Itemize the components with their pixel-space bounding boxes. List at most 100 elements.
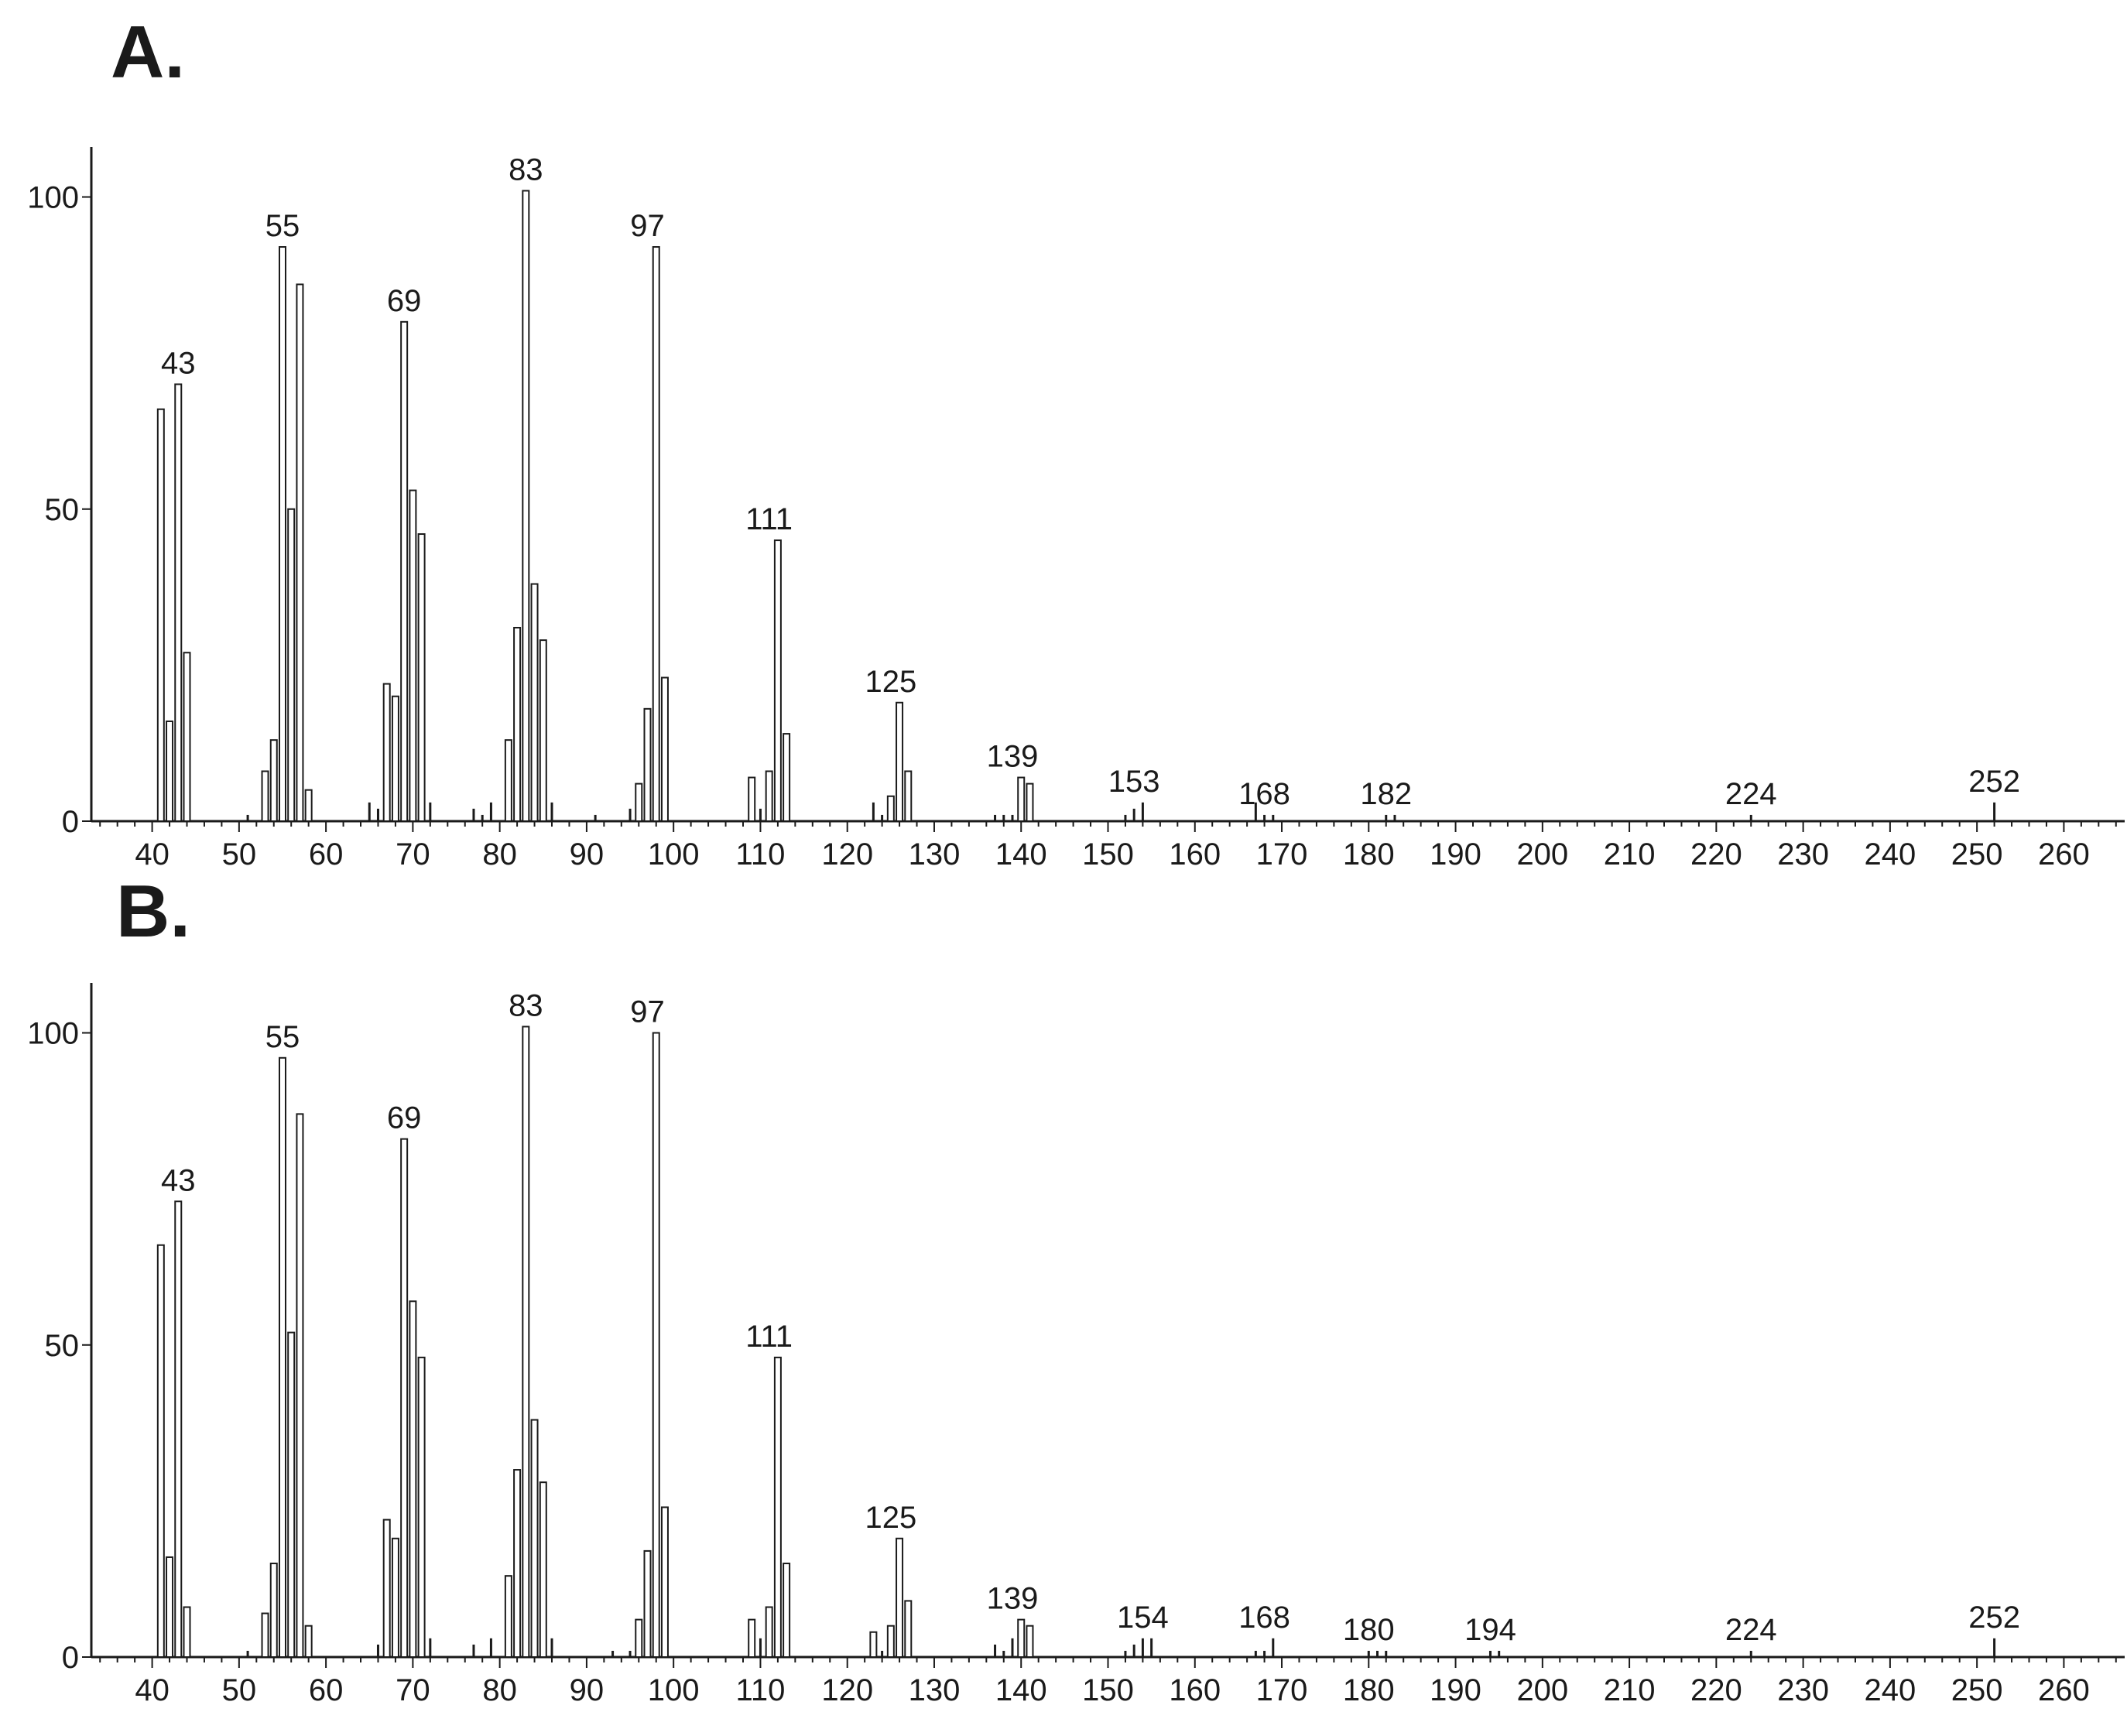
spectrum-bar [156,408,165,822]
peak-label: 69 [387,284,422,318]
spectrum-bar [748,1618,756,1658]
x-tick-label: 250 [1951,837,2003,871]
spectrum-bar [886,795,895,822]
spectrum-bar [904,1600,913,1659]
spectrum-bar [417,1356,426,1659]
spectrum-bar [773,1356,782,1659]
spectrum-bar [304,1625,313,1659]
peak-label: 97 [630,209,665,243]
spectrum-bar [886,1625,895,1659]
spectrum-bar [643,707,652,822]
x-tick-label: 90 [570,837,605,871]
spectrum-bar [522,1026,530,1659]
peak-label: 69 [387,1101,422,1135]
spectrum-panel-a: A. 40 50 60 70 80 90 100 110 120 130 140 150 160 170 1… [27,11,2125,871]
y-tick-label: 100 [27,181,79,215]
spectrum-bar [278,246,286,822]
spectrum-bar [530,1419,539,1658]
peak-label: 139 [987,1582,1039,1616]
x-tick-label: 110 [736,1673,786,1707]
x-tick-label: 80 [482,837,517,871]
x-tick-label: 70 [396,837,430,871]
x-tick-label: 90 [570,1673,605,1707]
spectrum-bar [783,1563,791,1659]
peak-label: 224 [1725,777,1777,811]
x-tick-label: 220 [1690,1673,1742,1707]
peak-label: 83 [509,988,543,1022]
spectrum-bar [409,489,417,822]
spectrum-bar [504,1575,512,1658]
spectrum-bar [296,1113,304,1658]
spectrum-bar [748,776,756,823]
spectrum-bar [269,739,278,822]
x-tick-label: 240 [1865,1673,1916,1707]
x-tick-label: 150 [1082,837,1134,871]
spectrum-bar [174,1200,183,1659]
peak-label: 43 [161,346,196,380]
spectrum-bar [166,1556,174,1659]
spectrum-bar [773,539,782,822]
x-tick-label: 140 [995,837,1047,871]
spectrum-bar [183,1606,191,1658]
x-tick-label: 100 [648,837,700,871]
y-tick-label: 0 [62,1641,79,1675]
spectrum-panel-b: B. 40 50 60 70 80 90 100 110 120 130 140 150 160 170 1… [27,870,2125,1707]
spectrum-bar [296,283,304,823]
spectrum-bar [183,652,191,822]
panel-label-b: B. [116,870,190,953]
x-tick-label: 130 [909,1673,961,1707]
x-tick-label: 170 [1256,1673,1308,1707]
peak-label: 194 [1464,1613,1516,1647]
x-tick-label: 60 [309,837,344,871]
spectrum-bar [287,1331,296,1658]
x-tick-label: 50 [222,1673,257,1707]
x-tick-label: 210 [1604,1673,1656,1707]
spectrum-bar [261,1612,269,1659]
spectrum-bar [765,1606,773,1658]
spectrum-bar [539,639,547,822]
x-tick-label: 180 [1343,1673,1395,1707]
x-tick-label: 110 [736,837,786,871]
x-tick-label: 200 [1516,837,1568,871]
spectrum-bar [269,1563,278,1659]
spectrum-bar [635,1618,643,1658]
x-tick-label: 120 [821,837,873,871]
x-tick-label: 260 [2038,837,2090,871]
x-tick-label: 70 [396,1673,430,1707]
spectrum-bar [513,626,522,822]
peak-label: 139 [987,740,1039,774]
x-tick-label: 160 [1169,837,1221,871]
x-tick-label: 170 [1256,837,1308,871]
x-tick-label: 230 [1777,1673,1829,1707]
x-tick-label: 60 [309,1673,344,1707]
spectrum-bar [765,770,773,823]
peak-label: 55 [265,209,300,243]
spectrum-bar [539,1481,547,1658]
peak-label: 125 [865,1501,916,1535]
y-tick-label: 50 [45,493,80,527]
peak-label: 252 [1968,765,2020,799]
peak-label: 182 [1360,777,1412,811]
spectrum-bar [409,1300,417,1658]
spectrum-bar [635,782,643,822]
spectrum-bar [382,683,391,823]
y-tick-label: 0 [62,805,79,839]
spectrum-bar [652,1032,660,1659]
peak-label: 83 [509,152,543,187]
spectrum-bar [652,246,660,822]
peak-label: 252 [1968,1601,2020,1635]
spectrum-bar [504,739,512,822]
x-tick-label: 150 [1082,1673,1134,1707]
y-tick-label: 50 [45,1329,80,1363]
peak-label: 224 [1725,1613,1777,1647]
spectrum-bar [304,789,313,822]
spectrum-bar [1026,782,1034,822]
spectrum-bar [382,1519,391,1659]
peak-label: 154 [1117,1601,1169,1635]
peak-label: 153 [1108,765,1160,799]
peak-label: 168 [1238,777,1290,811]
spectrum-bar [156,1244,165,1658]
spectrum-bar [278,1056,286,1659]
x-tick-label: 40 [135,837,170,871]
spectrum-bar [660,1506,669,1659]
